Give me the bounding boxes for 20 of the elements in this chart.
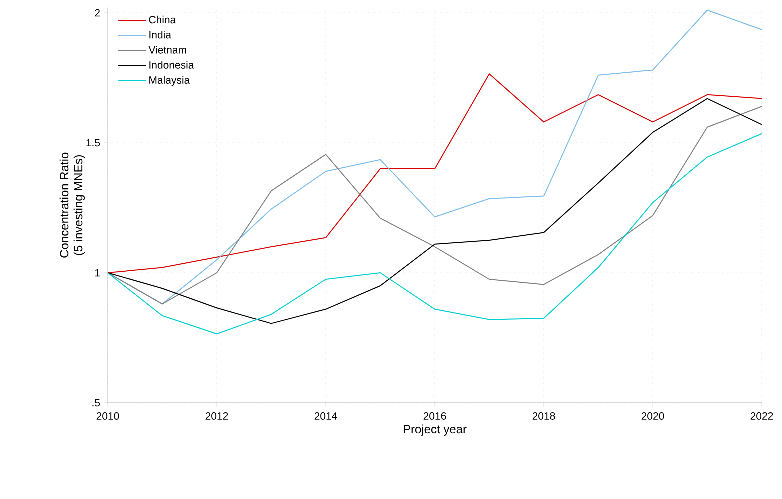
y-tick-label: 1 bbox=[95, 269, 100, 277]
x-axis-title: Project year bbox=[404, 424, 467, 436]
x-tick-label: 2022 bbox=[750, 412, 774, 420]
legend-label: Malaysia bbox=[150, 76, 190, 86]
y-tick-label: .5 bbox=[92, 399, 100, 407]
x-tick-label: 2016 bbox=[424, 412, 446, 420]
legend-label: Indonesia bbox=[150, 61, 194, 69]
legend-label: Vietnam bbox=[148, 46, 186, 54]
line-series bbox=[108, 133, 763, 335]
x-tick-label: 2020 bbox=[642, 412, 664, 420]
x-tick-label: 2014 bbox=[314, 412, 338, 420]
x-tick-label: 2012 bbox=[206, 412, 228, 420]
legend-label: India bbox=[150, 31, 172, 39]
y-tick-label: 2 bbox=[95, 9, 100, 17]
y-tick-label: 1.5 bbox=[86, 139, 100, 147]
legend-label: China bbox=[149, 16, 176, 24]
x-tick-label: 2010 bbox=[96, 412, 120, 420]
line-series bbox=[108, 74, 763, 274]
y-axis-title: Concentration Ratio (5 investing MNEs) bbox=[60, 152, 86, 258]
x-tick-label: 2018 bbox=[532, 412, 556, 420]
